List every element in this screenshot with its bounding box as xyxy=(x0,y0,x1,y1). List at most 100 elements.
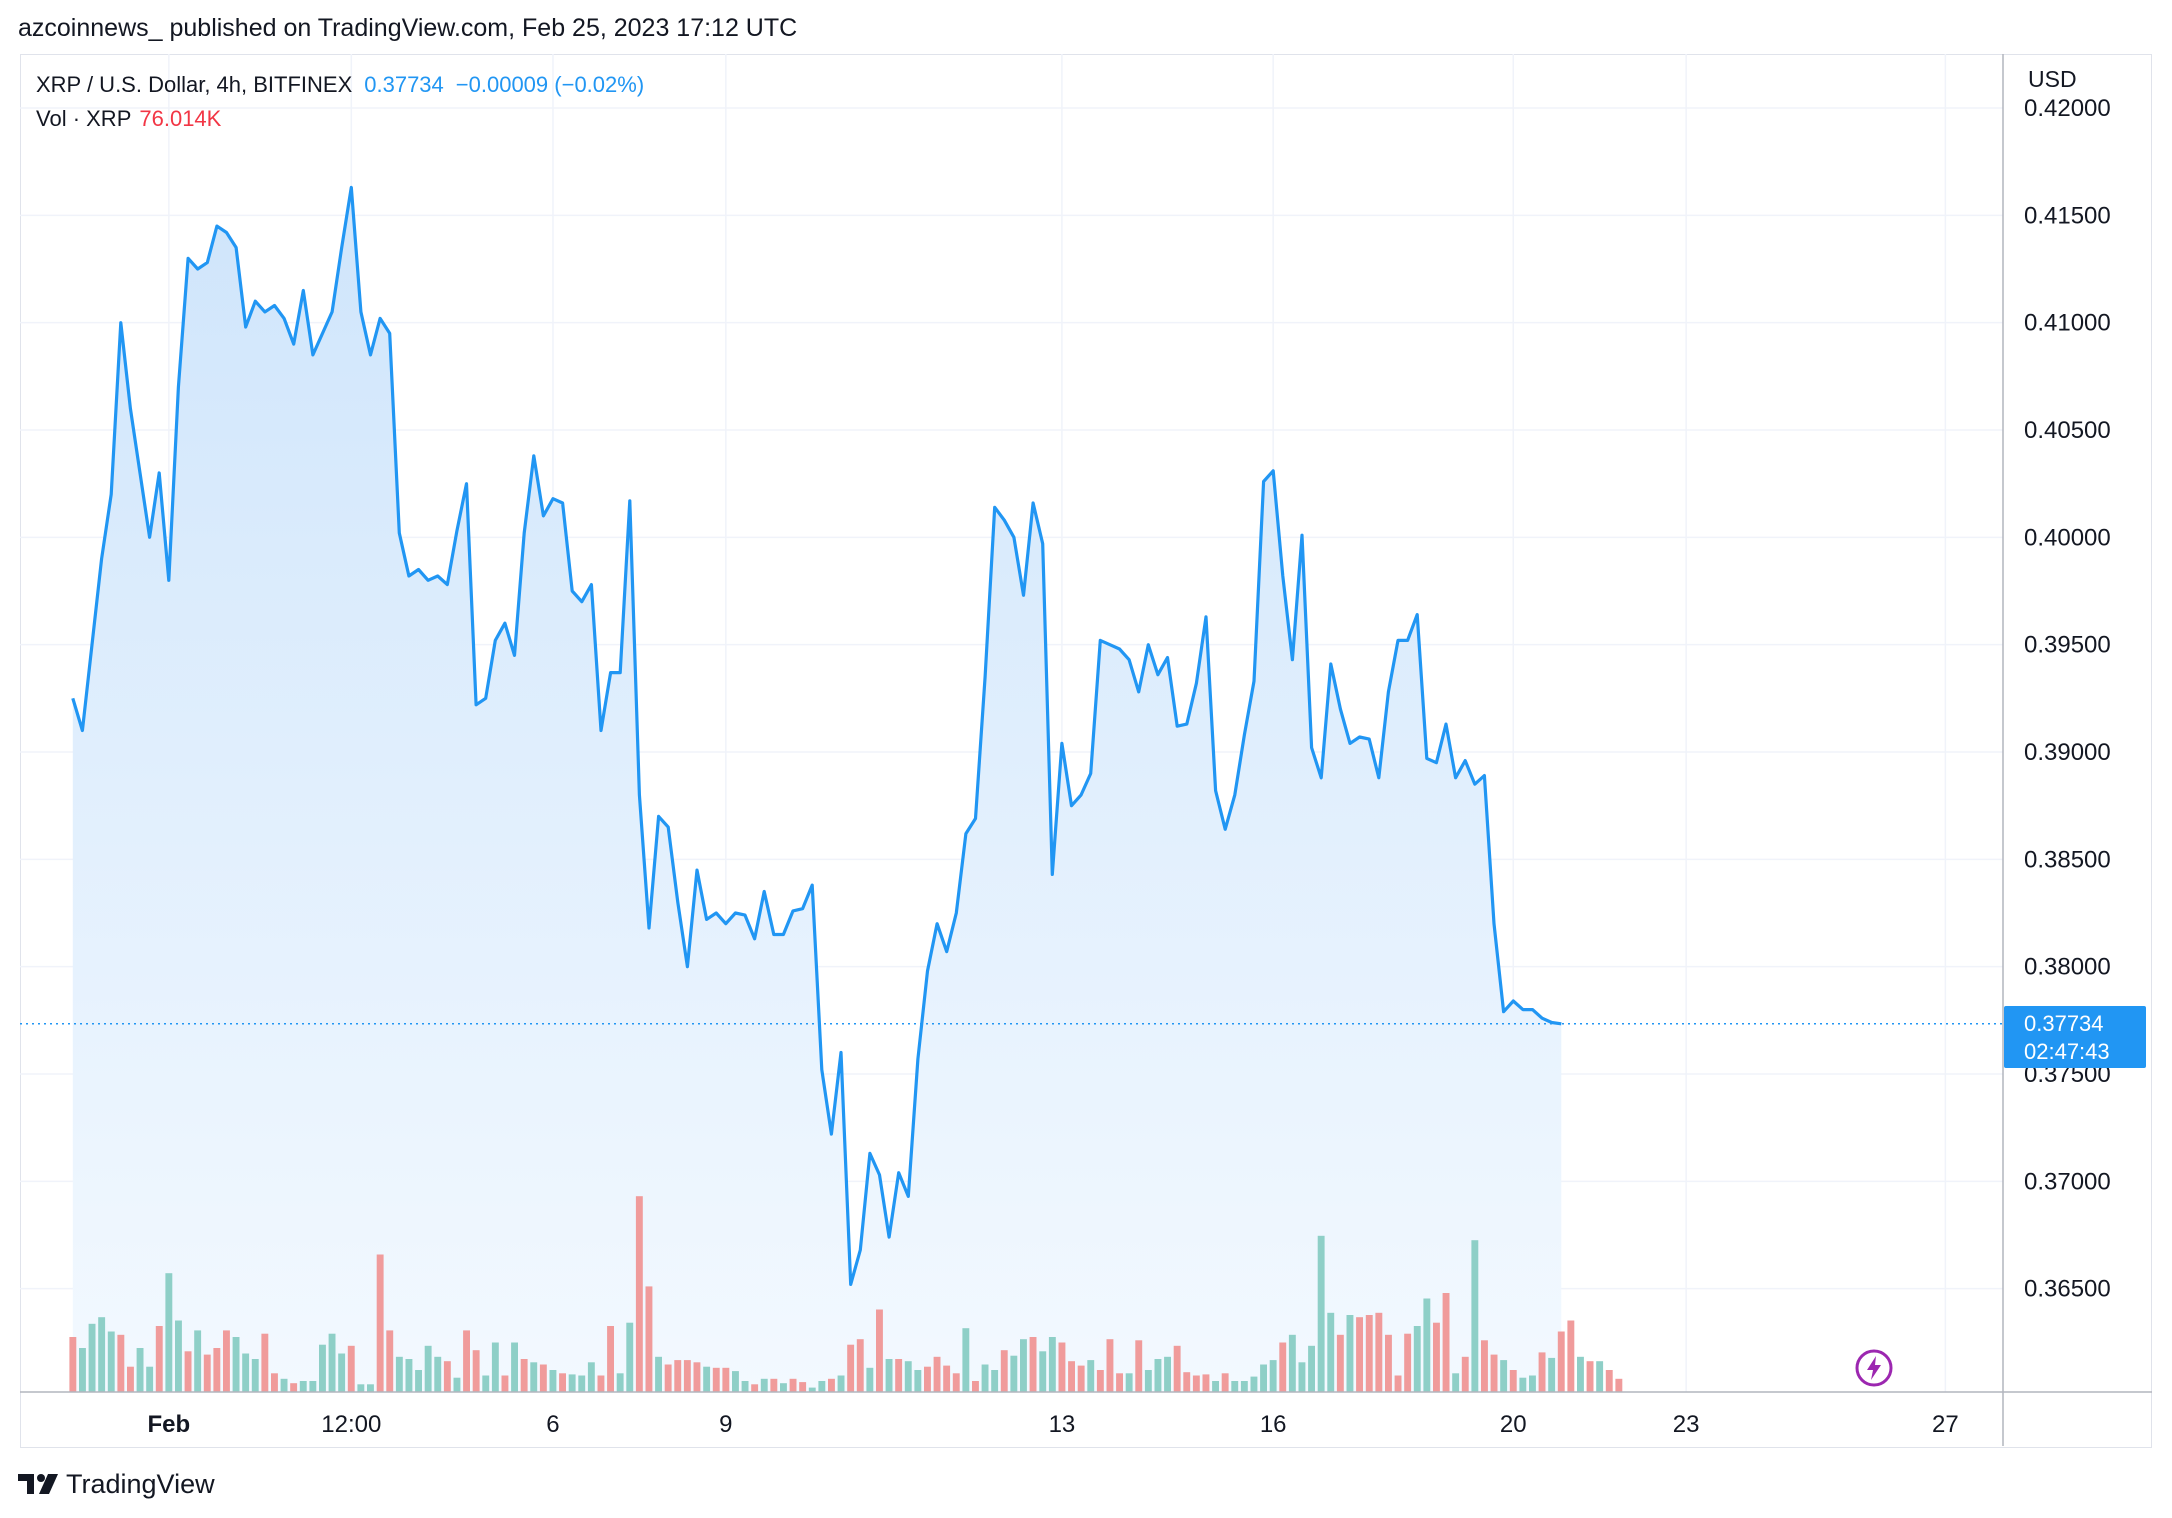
volume-bar xyxy=(107,1331,115,1392)
volume-bar xyxy=(165,1273,173,1392)
volume-bar xyxy=(367,1384,374,1392)
volume-bar xyxy=(559,1373,566,1392)
volume-bar xyxy=(443,1361,451,1392)
volume-bar xyxy=(818,1381,826,1392)
volume-bar xyxy=(856,1339,864,1392)
x-tick-label: 9 xyxy=(719,1411,732,1438)
volume-bar xyxy=(1548,1357,1556,1392)
volume-bar xyxy=(395,1356,403,1392)
legend-change: −0.00009 (−0.02%) xyxy=(455,72,645,97)
volume-bar xyxy=(828,1378,835,1392)
y-tick-label: 0.38500 xyxy=(2024,846,2111,873)
volume-bar xyxy=(1269,1360,1277,1392)
volume-bar xyxy=(703,1366,711,1392)
volume-bar xyxy=(309,1381,317,1392)
volume-bar xyxy=(357,1384,365,1392)
volume-bar xyxy=(242,1353,250,1392)
volume-bar xyxy=(520,1359,528,1392)
price-area xyxy=(72,187,1562,1392)
volume-bar xyxy=(1202,1374,1210,1392)
volume-bar xyxy=(501,1375,509,1392)
volume-bar xyxy=(1308,1345,1315,1392)
volume-bar xyxy=(319,1344,326,1392)
price-area-fill xyxy=(72,187,1562,1392)
volume-bar xyxy=(1346,1315,1354,1392)
volume-bar xyxy=(732,1371,739,1392)
volume-bar xyxy=(1144,1370,1152,1392)
legend-volume-row: Vol · XRP 76.014K xyxy=(36,106,221,132)
volume-bar xyxy=(981,1364,989,1392)
x-tick-label: 6 xyxy=(546,1411,559,1438)
volume-bar xyxy=(424,1345,432,1392)
last-price-tag: 0.37734 02:47:43 xyxy=(2004,1006,2146,1068)
volume-bar xyxy=(664,1364,672,1392)
volume-bar xyxy=(933,1356,941,1392)
volume-bar xyxy=(607,1326,614,1392)
volume-bar xyxy=(1327,1312,1335,1392)
volume-bar xyxy=(1557,1331,1565,1392)
volume-bar xyxy=(780,1383,787,1392)
volume-bar xyxy=(1394,1375,1402,1392)
volume-bar xyxy=(1596,1361,1604,1392)
lightning-bolt-icon[interactable] xyxy=(1854,1348,1894,1388)
volume-bar xyxy=(69,1337,77,1392)
legend-price: 0.37734 xyxy=(364,72,444,97)
volume-bar xyxy=(808,1387,816,1392)
volume-bar xyxy=(175,1320,182,1392)
volume-bar xyxy=(1029,1337,1037,1392)
volume-bar xyxy=(1192,1375,1200,1392)
y-tick-label: 0.38000 xyxy=(2024,954,2111,981)
volume-bar xyxy=(1298,1362,1306,1392)
volume-bar xyxy=(290,1383,298,1392)
price-line xyxy=(20,185,2003,1287)
footer-brand[interactable]: TradingView xyxy=(18,1466,215,1502)
volume-bar xyxy=(1039,1351,1047,1392)
volume-bar xyxy=(213,1348,221,1392)
volume-bar xyxy=(549,1370,557,1392)
volume-bar xyxy=(463,1330,470,1392)
volume-bar xyxy=(1500,1360,1508,1392)
volume-bar xyxy=(194,1330,202,1392)
volume-bar xyxy=(1529,1375,1536,1392)
volume-bar xyxy=(1605,1370,1613,1392)
volume-bar xyxy=(280,1378,288,1392)
volume-bar xyxy=(1010,1355,1018,1392)
volume-bar xyxy=(1260,1364,1267,1392)
bar-countdown: 02:47:43 xyxy=(2024,1039,2110,1064)
volume-bar xyxy=(88,1323,96,1392)
volume-bar xyxy=(511,1342,518,1392)
legend-vol-value: 76.014K xyxy=(139,106,222,131)
volume-bar xyxy=(578,1375,586,1392)
volume-bar xyxy=(1471,1240,1479,1392)
volume-bar xyxy=(626,1322,634,1392)
volume-bar xyxy=(597,1375,605,1392)
volume-bar xyxy=(1375,1312,1383,1392)
volume-bar xyxy=(1096,1370,1104,1392)
volume-bar xyxy=(760,1378,768,1392)
volume-bar xyxy=(328,1333,336,1392)
currency-label[interactable]: USD xyxy=(2024,66,2081,93)
volume-bar xyxy=(789,1378,797,1392)
volume-bar xyxy=(1068,1361,1075,1392)
volume-bar xyxy=(1164,1356,1171,1392)
chart-frame xyxy=(20,54,2152,1448)
volume-bar xyxy=(683,1360,691,1392)
volume-bar xyxy=(491,1342,499,1392)
volume-bar xyxy=(1240,1381,1248,1392)
volume-bar xyxy=(972,1381,979,1392)
volume-bar xyxy=(117,1334,125,1392)
volume-bar xyxy=(866,1367,874,1392)
volume-bar xyxy=(645,1286,653,1392)
legend-vol-label: Vol · XRP xyxy=(36,106,132,131)
volume-bar xyxy=(962,1328,970,1392)
volume-bar xyxy=(1413,1326,1421,1392)
volume-bar xyxy=(1336,1334,1344,1392)
x-tick-label: 13 xyxy=(1049,1411,1076,1438)
volume-bar xyxy=(1385,1334,1392,1392)
volume-bar xyxy=(693,1362,701,1392)
volume-bar xyxy=(1538,1352,1546,1392)
volume-bar xyxy=(482,1375,490,1392)
volume-bar xyxy=(1058,1342,1066,1392)
volume-bar xyxy=(1577,1356,1584,1392)
